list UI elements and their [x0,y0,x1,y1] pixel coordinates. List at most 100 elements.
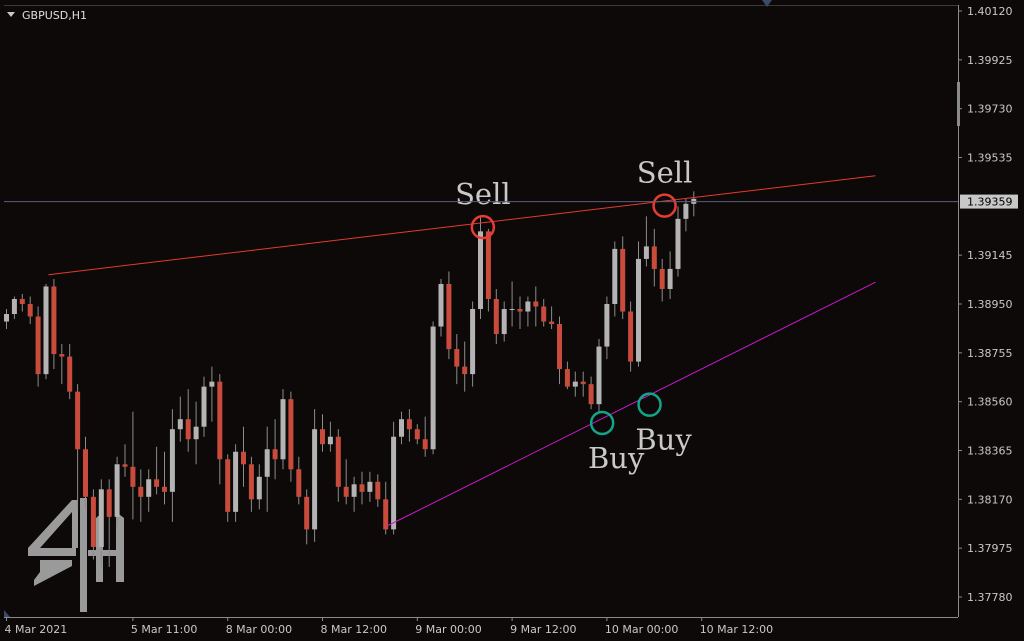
price-tick-label: 1.38365 [967,445,1013,458]
candle-body [367,481,373,492]
candle-body [280,399,286,460]
candle-body [580,381,586,385]
support-trendline[interactable] [387,281,876,527]
candle-body [383,499,389,530]
candle-body [67,356,73,392]
candle-body [177,419,183,430]
candle-body [667,268,673,289]
candle-body [27,304,33,317]
candle-body [470,309,476,375]
time-tick-label: 8 Mar 00:00 [226,623,292,636]
candle-body [327,436,333,445]
candle-body [509,309,515,311]
candle-body [588,384,594,405]
candle-body [217,381,223,460]
candle-body [193,426,199,440]
candle-body [90,496,96,547]
candle-body [359,484,365,492]
candle-body [604,304,610,347]
brand-logo [28,498,124,612]
candle-body [138,486,144,497]
chart-header[interactable]: GBPUSD,H1 [7,9,87,22]
price-tick-label: 1.39535 [967,152,1013,165]
candle-body [541,306,547,322]
price-tick-label: 1.38950 [967,298,1013,311]
candle-body [185,419,191,440]
candle-body [406,419,412,430]
price-tick-label: 1.39730 [967,103,1013,116]
candle-body [59,354,65,357]
sell-signal-label: Sell [455,177,511,211]
candle-body [98,489,104,547]
price-tick-label: 1.37975 [967,542,1013,555]
resistance-trendline[interactable] [48,175,876,276]
candle-body [225,459,231,512]
buy-signal-label: Buy [588,441,645,475]
trendlines-group [48,175,876,527]
current-price-value: 1.39359 [967,196,1013,209]
candle-body [351,484,357,497]
candle-body [122,464,128,467]
current-price-tag [960,194,1018,209]
candle-body [304,496,310,530]
candle-body [169,429,175,492]
time-tick-label: 10 Mar 12:00 [700,623,773,636]
candle-body [75,391,81,450]
candle-body [612,248,618,304]
candle-body [651,246,657,269]
candle-body [35,316,41,375]
time-tick-label: 4 Mar 2021 [5,623,68,636]
candle-body [146,479,152,497]
candle-body [557,324,562,370]
price-tick-label: 1.38170 [967,493,1013,506]
candle-body [83,449,88,497]
candle-body [256,476,262,500]
candle-body [19,298,25,304]
candle-body [343,486,349,497]
candle-body [162,486,167,492]
candle-body [549,321,555,325]
buy-signal-circle [637,392,662,417]
candle-body [312,429,318,530]
price-scale-handle[interactable] [957,82,960,126]
candle-body [264,449,270,477]
candle-body [201,386,207,427]
candle-body [596,346,602,405]
price-tick-label: 1.39925 [967,54,1013,67]
candle-body [683,203,689,219]
chart-corner-marker [4,610,10,617]
candle-body [533,301,539,307]
candle-body [130,466,136,487]
sell-signal-circle [470,214,496,240]
candle-body [414,429,420,440]
candle-body [391,436,397,530]
candle-body [478,231,483,310]
price-tick-label: 1.38560 [967,396,1013,409]
candle-body [501,309,507,335]
candle-body [564,369,570,387]
symbol-label: GBPUSD,H1 [22,9,87,22]
sell-signal-circle [652,193,677,218]
time-tick-label: 10 Mar 00:00 [605,623,678,636]
symbol-dropdown-icon[interactable] [7,12,15,17]
candle-body [399,419,404,437]
time-tick-label: 5 Mar 11:00 [131,623,197,636]
candle-body [241,451,246,465]
candle-body [643,246,649,259]
candle-body [485,231,491,299]
candle-body [675,218,681,269]
buy-signal-label: Buy [635,423,692,457]
axes-group: 1.40120 1.39925 1.39730 1.39535 1.39145 1.389… [4,0,1018,636]
candle-body [248,464,254,500]
sell-signal-label: Sell [637,156,693,190]
candle-body [525,301,531,312]
candle-body [620,248,626,312]
candle-body [154,479,160,487]
chart-shift-marker[interactable] [762,0,772,7]
candles-group [4,191,697,567]
candle-body [659,268,665,289]
candle-body [493,298,499,335]
